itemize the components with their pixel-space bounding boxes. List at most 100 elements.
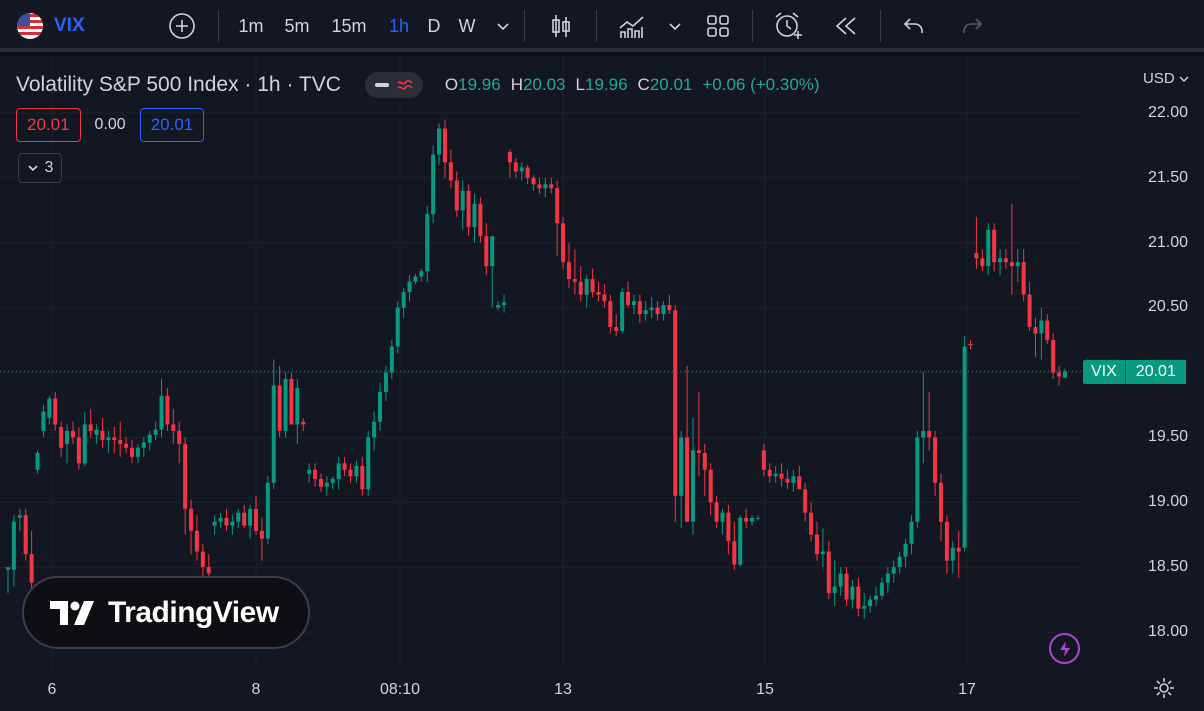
candle-body — [938, 482, 944, 522]
alarm-clock-icon — [775, 12, 802, 39]
candle-body — [702, 452, 707, 470]
time-tick-label: 13 — [554, 681, 572, 698]
sell-price-button[interactable]: 20.01 — [16, 108, 81, 142]
candle-body — [944, 521, 949, 561]
gear-icon[interactable] — [1153, 677, 1175, 699]
layouts-button[interactable] — [702, 8, 734, 44]
candle-body — [378, 391, 383, 422]
symbol-search-button[interactable]: VIX — [16, 8, 106, 44]
candle-body — [661, 305, 666, 315]
candle-body — [755, 517, 760, 519]
candle-body — [41, 411, 46, 431]
candle-body — [1045, 320, 1050, 341]
interval-dropdown-button[interactable] — [492, 8, 514, 44]
candle-body — [88, 424, 93, 431]
candle-body — [862, 606, 867, 609]
candle-body — [342, 463, 347, 470]
indicators-collapse-button[interactable]: 3 — [18, 153, 62, 183]
candle-body — [649, 307, 654, 311]
indicators-icon — [619, 16, 644, 38]
replay-button[interactable] — [828, 8, 864, 44]
candle-body — [956, 547, 961, 552]
ohlc-close: C20.01 — [638, 75, 693, 95]
candle-body — [933, 437, 938, 483]
create-alert-button[interactable] — [770, 8, 806, 44]
indicators-button[interactable] — [614, 8, 650, 44]
candle-body — [968, 343, 973, 346]
indicators-dropdown-button[interactable] — [664, 8, 686, 44]
chevron-down-icon — [1179, 76, 1189, 82]
candle-body — [667, 305, 672, 311]
high-value: 20.03 — [522, 75, 566, 94]
compare-symbol-button[interactable] — [166, 8, 198, 44]
last-price-tag: VIX 20.01 — [1083, 360, 1186, 384]
interval-w-button[interactable]: W — [458, 15, 476, 36]
redo-button[interactable] — [956, 8, 988, 44]
watermark-text: TradingView — [108, 595, 279, 629]
candle-body — [643, 310, 648, 315]
candle-body — [401, 292, 406, 308]
candle-body — [714, 502, 719, 522]
candle-body — [844, 573, 849, 600]
candle-body — [259, 530, 264, 539]
candle-body — [1003, 258, 1008, 263]
candle-body — [903, 543, 908, 557]
candle-body — [838, 573, 843, 587]
tradingview-watermark[interactable]: TradingView — [22, 576, 310, 649]
buy-price-button[interactable]: 20.01 — [139, 108, 205, 142]
interval-15m-button[interactable]: 15m — [331, 15, 367, 36]
candle-body — [425, 214, 430, 272]
candle-body — [189, 508, 194, 531]
candle-body — [395, 307, 400, 347]
candle-body — [986, 229, 991, 267]
candle-body — [82, 424, 87, 464]
candlestick-chart[interactable] — [0, 56, 1204, 711]
candle-body — [271, 385, 276, 483]
lightning-icon — [1059, 640, 1070, 657]
candle-body — [602, 294, 607, 302]
candle-body — [679, 437, 684, 496]
candle-body — [525, 167, 530, 178]
candle-body — [738, 517, 743, 565]
chevron-down-icon — [27, 165, 38, 172]
high-label: H — [510, 75, 523, 94]
candle-body — [94, 429, 99, 435]
candle-body — [53, 398, 58, 425]
interval-1h-button[interactable]: 1h — [388, 15, 410, 36]
currency-selector[interactable]: USD — [1143, 70, 1189, 87]
candle-body — [348, 469, 353, 477]
candle-body — [566, 262, 571, 280]
candle-body — [23, 515, 28, 555]
candle-body — [921, 430, 926, 438]
candle-body — [502, 302, 507, 306]
price-tick-label: 21.50 — [1147, 169, 1188, 186]
candle-body — [283, 378, 288, 431]
chart-type-button[interactable] — [545, 8, 577, 44]
candle-body — [289, 378, 294, 425]
ohlc-low: L19.96 — [576, 75, 628, 95]
lightning-alert-button[interactable] — [1049, 633, 1080, 664]
spread-value: 0.00 — [94, 116, 126, 133]
undo-button[interactable] — [898, 8, 930, 44]
interval-1m-button[interactable]: 1m — [238, 15, 264, 36]
candle-body — [673, 310, 678, 496]
candle-body — [820, 551, 825, 555]
interval-d-button[interactable]: D — [427, 15, 441, 36]
candle-body — [708, 469, 713, 503]
candle-body — [696, 450, 701, 453]
candle-body — [1027, 294, 1032, 328]
candle-body — [685, 437, 690, 522]
candle-body — [354, 465, 359, 477]
symbol-title[interactable]: Volatility S&P 500 Index · 1h · TVC — [16, 73, 341, 96]
candle-body — [1039, 320, 1044, 334]
interval-5m-button[interactable]: 5m — [284, 15, 310, 36]
price-tick-label: 19.50 — [1147, 428, 1188, 445]
candle-body — [578, 281, 583, 295]
candle-body — [1062, 371, 1068, 378]
candle-body — [265, 482, 270, 539]
legend-toggle[interactable] — [364, 72, 423, 98]
change-value: +0.06 (+0.30%) — [702, 75, 820, 94]
candle-body — [472, 203, 477, 228]
toolbar-divider — [524, 10, 525, 42]
candle-body — [437, 128, 442, 155]
